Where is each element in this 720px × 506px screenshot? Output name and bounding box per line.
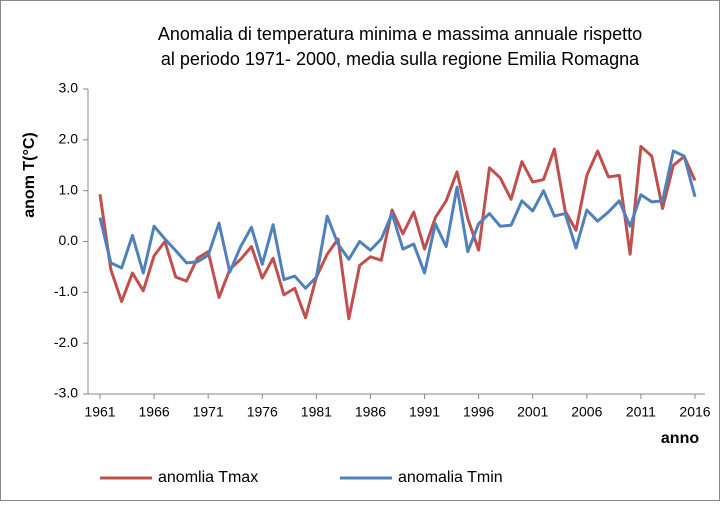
y-tick-label: 3.0 [59, 80, 79, 96]
y-tick-label: 1.0 [59, 181, 79, 197]
y-tick-label: 2.0 [59, 131, 79, 147]
chart-title: al periodo 1971- 2000, media sulla regio… [161, 49, 640, 69]
legend-label: anomlia Tmax [158, 469, 258, 486]
y-tick-label: 0.0 [59, 232, 79, 248]
line-series [98, 144, 697, 321]
x-tick-label: 1996 [463, 404, 494, 420]
y-axis-label: anom T(°C) [21, 132, 38, 218]
x-tick-label: 1961 [84, 404, 115, 420]
y-tick-label: -1.0 [54, 283, 78, 299]
y-tick-label: -2.0 [54, 334, 78, 350]
line-series [98, 149, 697, 290]
x-tick-label: 2016 [679, 404, 710, 420]
x-tick-label: 1981 [301, 404, 332, 420]
x-axis-label: anno [661, 430, 699, 447]
x-tick-label: 1991 [409, 404, 440, 420]
x-tick-label: 1966 [139, 404, 170, 420]
x-tick-label: 2001 [517, 404, 548, 420]
x-tick-label: 2011 [626, 404, 656, 420]
legend-label: anomalia Tmin [398, 469, 503, 486]
y-tick-label: -3.0 [54, 385, 78, 401]
x-tick-label: 1971 [193, 404, 224, 420]
x-tick-label: 2006 [571, 404, 602, 420]
x-tick-label: 1986 [355, 404, 386, 420]
x-tick-label: 1976 [247, 404, 278, 420]
chart-title: Anomalia di temperatura minima e massima… [158, 24, 642, 44]
